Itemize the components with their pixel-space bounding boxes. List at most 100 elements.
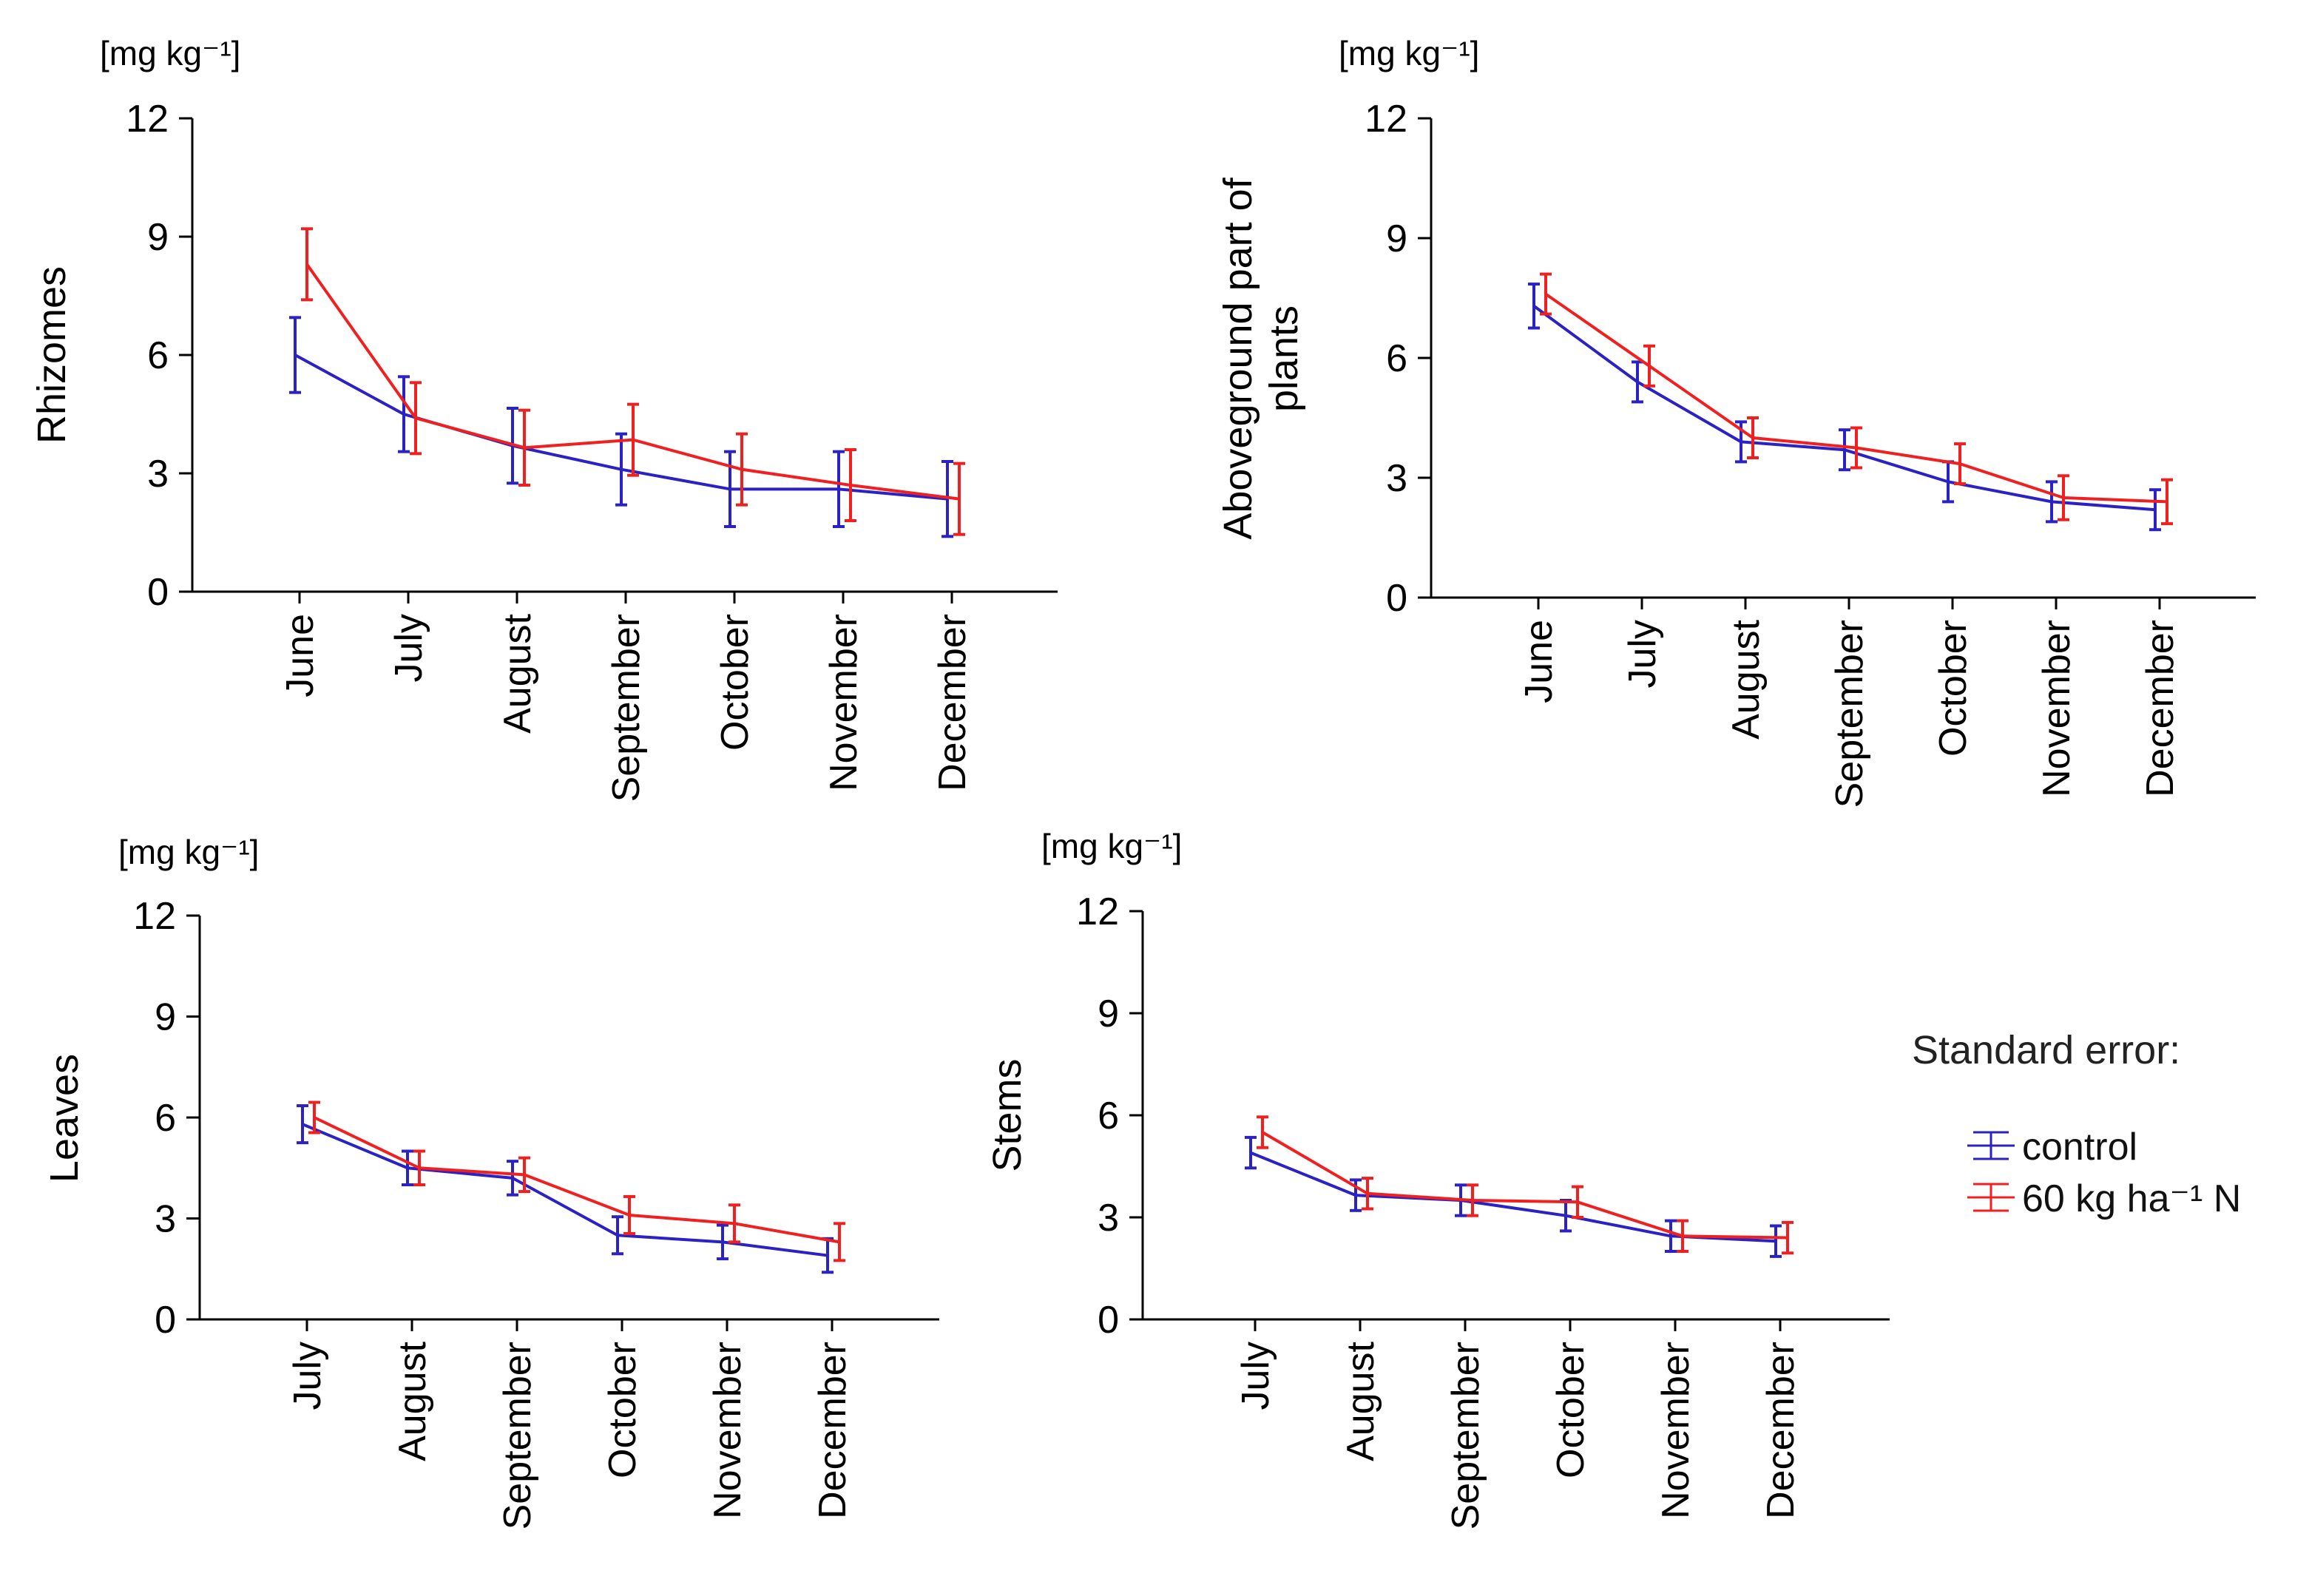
- leaves-error-bar: [623, 1194, 635, 1235]
- rhizomes-error-bar: [518, 408, 530, 487]
- rhizomes-error-bar: [736, 432, 748, 507]
- legend-swatch-treatment: [1967, 1183, 2015, 1212]
- rhizomes-error-bar: [627, 402, 639, 477]
- rhizomes-x-tick-label-august: August: [496, 613, 539, 733]
- aboveground-part-of-plants-x-tick-label-july: July: [1621, 620, 1664, 688]
- aboveground-part-of-plants-error-bar: [1747, 416, 1759, 459]
- aboveground-part-of-plants-error-bar: [1850, 426, 1862, 470]
- leaves-y-tick-label: 12: [133, 895, 176, 938]
- stems-error-bar: [1665, 1219, 1677, 1253]
- stems-error-bar: [1677, 1219, 1688, 1253]
- aboveground-part-of-plants-x-tick-label-october: October: [1932, 620, 1975, 757]
- legend-label-control: control: [2022, 1126, 2137, 1169]
- rhizomes-error-bar: [289, 316, 301, 394]
- stems-y-tick-label: 3: [1098, 1197, 1119, 1240]
- leaves-y-tick-label: 0: [155, 1299, 176, 1342]
- leaves-x-tick-label-august: August: [391, 1341, 434, 1461]
- stems-error-bar: [1770, 1224, 1782, 1258]
- stems-error-bar: [1572, 1185, 1583, 1219]
- legend-item-treatment: 60 kg ha⁻¹ N: [1967, 1177, 2241, 1220]
- rhizomes-error-bar: [410, 381, 422, 456]
- rhizomes-y-tick-label: 9: [147, 216, 169, 259]
- leaves-error-bar: [518, 1156, 530, 1194]
- chart-rhizomes: [mg kg⁻¹] Rhizomes 0 3 6 9 12 June July August Sep…: [30, 34, 1058, 802]
- aboveground-part-of-plants-y-axis-label-line: Aboveground part of: [1216, 177, 1260, 539]
- legend-title: Standard error:: [1912, 1028, 2180, 1072]
- stems-unit-label: [mg kg⁻¹]: [1041, 827, 1182, 865]
- aboveground-part-of-plants-error-bar: [2046, 480, 2058, 524]
- legend: Standard error: control 60 kg ha⁻¹ N: [1912, 1028, 2241, 1220]
- leaves-x-tick-label-december: December: [811, 1342, 854, 1519]
- aboveground-part-of-plants-x-tick-label-november: November: [2035, 620, 2078, 797]
- stems-x-tick-label-november: November: [1654, 1342, 1697, 1519]
- leaves-y-tick-label: 9: [155, 996, 176, 1039]
- leaves-y-axis-label-line: Leaves: [42, 1054, 87, 1183]
- aboveground-part-of-plants-error-bar: [1528, 283, 1540, 330]
- leaves-series-control: [297, 1104, 834, 1274]
- rhizomes-y-tick-label: 3: [147, 453, 169, 496]
- aboveground-part-of-plants-unit-label: [mg kg⁻¹]: [1339, 34, 1479, 72]
- stems-y-tick-label: 9: [1098, 993, 1119, 1035]
- legend-swatch-control: [1967, 1131, 2015, 1160]
- leaves-y-tick-label: 3: [155, 1198, 176, 1241]
- stems-y-tick-label: 6: [1098, 1095, 1119, 1137]
- stems-x-tick-label-october: October: [1549, 1342, 1592, 1478]
- rhizomes-x-tick-label-december: December: [931, 614, 974, 791]
- rhizomes-error-bar: [953, 461, 965, 536]
- stems-series-line: [1261, 1131, 1788, 1240]
- rhizomes-x-tick-label-october: October: [714, 614, 757, 751]
- rhizomes-y-axis-label: Rhizomes: [30, 266, 74, 444]
- chart-leaves: [mg kg⁻¹] Leaves 0 3 6 9 12 July August September…: [42, 833, 939, 1529]
- stems-x-tick-label-september: September: [1444, 1342, 1487, 1529]
- stems-x-tick-label-december: December: [1759, 1342, 1802, 1519]
- rhizomes-error-bar: [833, 450, 845, 528]
- rhizomes-y-tick-label: 6: [147, 334, 169, 377]
- stems-error-bar: [1245, 1135, 1257, 1170]
- aboveground-part-of-plants-x-tick-label-august: August: [1725, 619, 1768, 739]
- stems-error-bar: [1467, 1183, 1478, 1217]
- rhizomes-error-bar: [615, 432, 627, 507]
- aboveground-part-of-plants-y-tick-label: 9: [1386, 217, 1407, 260]
- rhizomes-y-tick-label: 0: [147, 571, 169, 614]
- stems-error-bar: [1782, 1220, 1794, 1255]
- leaves-error-bar: [507, 1160, 518, 1197]
- stems-y-axis-label-line: Stems: [985, 1058, 1030, 1171]
- stems-error-bar: [1257, 1115, 1268, 1149]
- rhizomes-unit-label: [mg kg⁻¹]: [100, 34, 240, 72]
- leaves-series-treatment: [308, 1100, 845, 1262]
- rhizomes-error-bar: [398, 375, 410, 453]
- stems-series-treatment: [1257, 1115, 1794, 1255]
- stems-series-control: [1245, 1135, 1782, 1258]
- aboveground-part-of-plants-error-bar: [2161, 478, 2173, 526]
- leaves-x-tick-label-september: September: [496, 1342, 539, 1529]
- rhizomes-series-control: [289, 316, 953, 538]
- leaves-error-bar: [402, 1149, 413, 1186]
- aboveground-part-of-plants-y-tick-label: 0: [1386, 577, 1407, 620]
- rhizomes-x-tick-label-november: November: [822, 614, 865, 791]
- rhizomes-error-bar: [941, 460, 953, 538]
- leaves-x-tick-label-november: November: [706, 1342, 749, 1519]
- chart-stems: [mg kg⁻¹] Stems 0 3 6 9 12 July August September O…: [985, 827, 1890, 1529]
- rhizomes-error-bar: [724, 450, 736, 528]
- aboveground-part-of-plants-error-bar: [2058, 474, 2069, 521]
- aboveground-part-of-plants-x-tick-label-september: September: [1828, 620, 1871, 808]
- aboveground-part-of-plants-x-tick-label-december: December: [2139, 620, 2182, 797]
- chart-aboveground-part-of-plants: [mg kg⁻¹] Aboveground part ofplants 0 3 6 9 12…: [1216, 34, 2256, 808]
- stems-y-tick-label: 12: [1076, 890, 1119, 933]
- leaves-y-axis-label: Leaves: [42, 1054, 87, 1183]
- leaves-error-bar: [612, 1215, 623, 1256]
- legend-label-treatment: 60 kg ha⁻¹ N: [2022, 1177, 2241, 1220]
- leaves-unit-label: [mg kg⁻¹]: [118, 833, 259, 871]
- aboveground-part-of-plants-series-control: [1528, 283, 2161, 532]
- stems-series-line: [1250, 1151, 1776, 1243]
- aboveground-part-of-plants-y-axis-label-line: plants: [1262, 305, 1306, 412]
- leaves-error-bar: [728, 1203, 740, 1244]
- aboveground-part-of-plants-y-tick-label: 6: [1386, 337, 1407, 380]
- rhizomes-error-bar: [845, 448, 856, 522]
- stems-x-tick-label-july: July: [1234, 1342, 1277, 1410]
- stems-error-bar: [1362, 1177, 1373, 1211]
- rhizomes-error-bar: [301, 227, 313, 302]
- stems-x-tick-label-august: August: [1339, 1341, 1382, 1461]
- aboveground-part-of-plants-error-bar: [1643, 344, 1655, 388]
